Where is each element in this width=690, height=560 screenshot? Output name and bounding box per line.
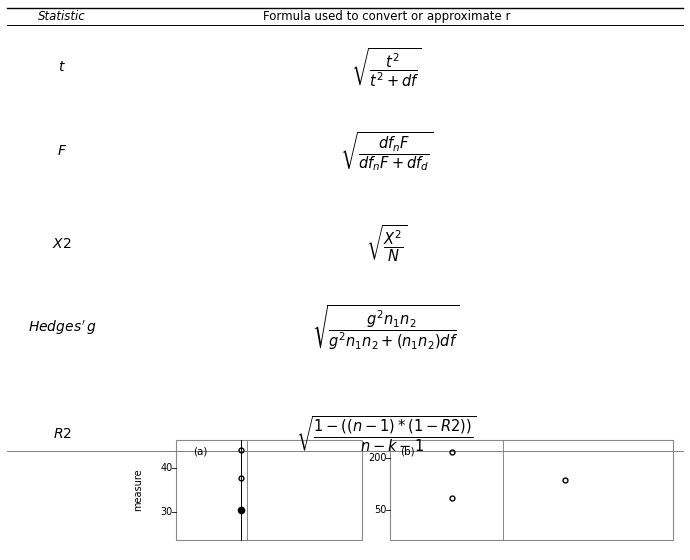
Text: $t$: $t$ [58, 60, 66, 74]
Text: $\sqrt{\dfrac{g^2 n_1 n_2}{g^2 n_1 n_2+(n_1 n_2)df}}$: $\sqrt{\dfrac{g^2 n_1 n_2}{g^2 n_1 n_2+(… [313, 303, 460, 352]
Text: $X2$: $X2$ [52, 237, 72, 251]
Text: 40: 40 [160, 463, 172, 473]
Text: 50: 50 [374, 505, 386, 515]
Text: measure: measure [133, 469, 143, 511]
Text: (a): (a) [193, 446, 208, 456]
Text: $\sqrt{\dfrac{X^2}{N}}$: $\sqrt{\dfrac{X^2}{N}}$ [366, 223, 407, 264]
Text: 200: 200 [368, 452, 386, 463]
Bar [176, 440, 362, 540]
Text: $R2$: $R2$ [52, 427, 72, 441]
Text: Formula used to convert or approximate r: Formula used to convert or approximate r [263, 10, 510, 24]
Bar [390, 440, 673, 540]
Text: 30: 30 [160, 507, 172, 517]
Text: $F$: $F$ [57, 144, 67, 158]
Text: $\sqrt{\dfrac{1-((n-1)*(1-R2))}{n-k-1}}$: $\sqrt{\dfrac{1-((n-1)*(1-R2))}{n-k-1}}$ [296, 414, 477, 454]
Text: (b): (b) [400, 446, 415, 456]
Text: $\sqrt{\dfrac{t^2}{t^2+df}}$: $\sqrt{\dfrac{t^2}{t^2+df}}$ [351, 46, 422, 88]
Text: $Hedges'\,g$: $Hedges'\,g$ [28, 319, 97, 337]
Text: Statistic: Statistic [38, 10, 86, 24]
Text: $\sqrt{\dfrac{df_n F}{df_n F+df_d}}$: $\sqrt{\dfrac{df_n F}{df_n F+df_d}}$ [339, 130, 433, 172]
